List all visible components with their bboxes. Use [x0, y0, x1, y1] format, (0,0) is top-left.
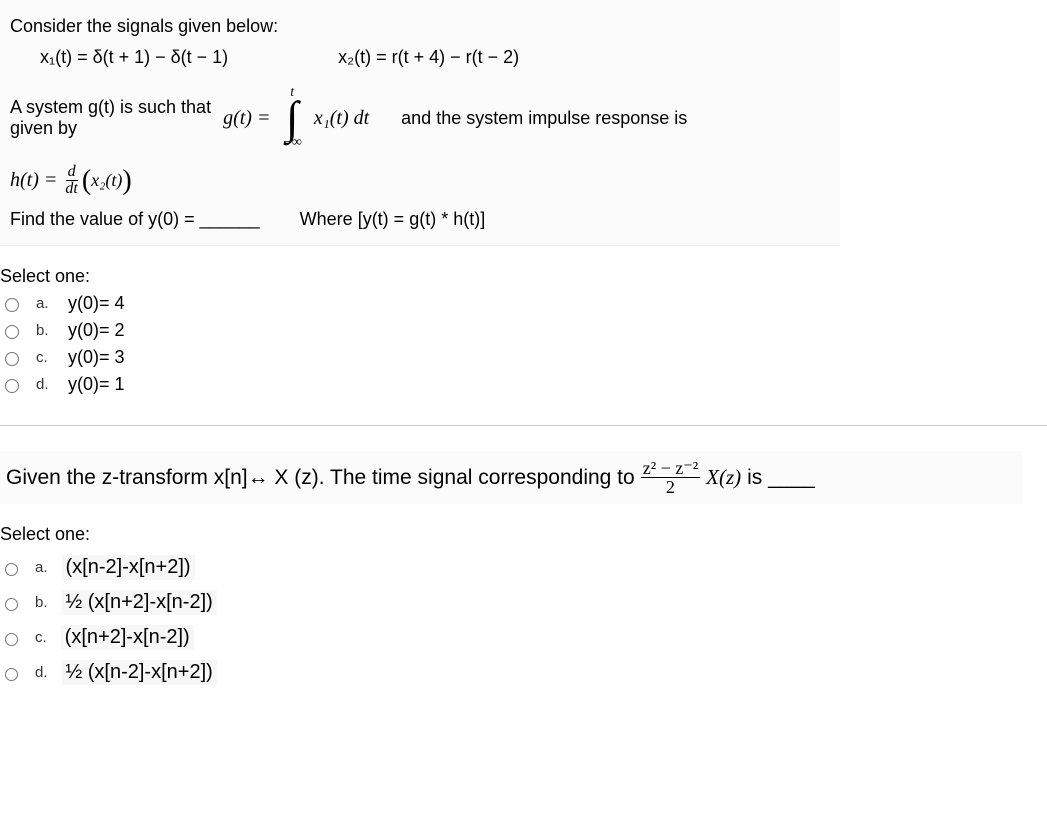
- question1-box: Consider the signals given below: x₁(t) …: [0, 0, 840, 246]
- q1-x2: x₂(t) = r(t + 4) − r(t − 2): [338, 47, 519, 68]
- q1-x1: x₁(t) = δ(t + 1) − δ(t − 1): [40, 47, 228, 68]
- q1-given-by: given by: [10, 118, 77, 138]
- q1-g-lhs: g(t) =: [223, 107, 270, 130]
- q2-radio-a[interactable]: [5, 563, 18, 576]
- q1-option-c[interactable]: c. y(0)= 3: [0, 347, 1047, 368]
- q1-options: Select one: a. y(0)= 4 b. y(0)= 2 c. y(0…: [0, 266, 1047, 395]
- q1-option-a[interactable]: a. y(0)= 4: [0, 293, 1047, 314]
- q2-pre: Given the z-transform x[n]↔ X (z). The t…: [6, 466, 635, 490]
- q1-find: Find the value of y(0) = ______: [10, 209, 260, 230]
- q2-option-d[interactable]: d. ½ (x[n-2]-x[n+2]): [0, 660, 1047, 685]
- q1-radio-c[interactable]: [5, 352, 19, 366]
- q1-radio-b[interactable]: [5, 325, 19, 339]
- q2-radio-b[interactable]: [5, 598, 18, 611]
- separator: [0, 425, 1047, 426]
- q1-system-post: and the system impulse response is: [401, 108, 687, 129]
- q1-option-d[interactable]: d. y(0)= 1: [0, 374, 1047, 395]
- q1-option-b[interactable]: b. y(0)= 2: [0, 320, 1047, 341]
- integral-icon: t ∫ −∞: [282, 86, 301, 150]
- q1-system-pre: A system g(t) is such that: [10, 97, 211, 117]
- q2-options: Select one: a. (x[n-2]-x[n+2]) b. ½ (x[n…: [0, 524, 1047, 685]
- q2-option-c[interactable]: c. (x[n+2]-x[n-2]): [0, 625, 1047, 650]
- q2-select-label: Select one:: [0, 524, 1047, 545]
- q1-select-label: Select one:: [0, 266, 1047, 287]
- q1-where: Where [y(t) = g(t) * h(t)]: [300, 209, 486, 230]
- q1-radio-a[interactable]: [5, 298, 19, 312]
- q1-intro: Consider the signals given below:: [10, 16, 830, 37]
- q2-radio-c[interactable]: [5, 633, 18, 646]
- q1-h-def: h(t) = d dt ( x₂(t) ): [10, 164, 830, 197]
- q2-radio-d[interactable]: [5, 668, 18, 681]
- q1-integrand: x₁(t) dt: [314, 107, 369, 130]
- q1-radio-d[interactable]: [5, 379, 19, 393]
- q2-post: is ____: [747, 466, 815, 490]
- q2-option-a[interactable]: a. (x[n-2]-x[n+2]): [0, 555, 1047, 580]
- question2-box: Given the z-transform x[n]↔ X (z). The t…: [0, 451, 1022, 504]
- q2-option-b[interactable]: b. ½ (x[n+2]-x[n-2]): [0, 590, 1047, 615]
